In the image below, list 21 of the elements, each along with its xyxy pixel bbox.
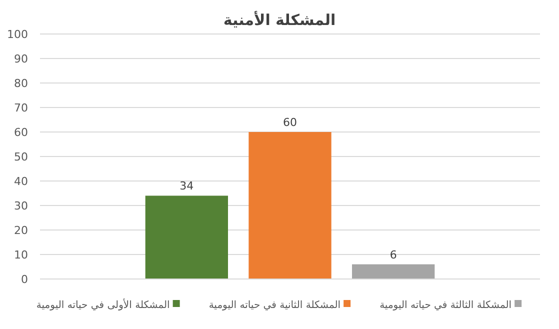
y-tick-label: 30 (14, 200, 28, 212)
y-tick-label: 60 (14, 126, 28, 139)
y-tick-label: 100 (7, 28, 28, 41)
bar (145, 196, 228, 279)
y-tick-label: 20 (14, 224, 28, 237)
data-label: 34 (180, 180, 194, 193)
y-tick-label: 50 (14, 150, 28, 164)
legend-label: المشكلة الثالثة في حياته اليومية (380, 300, 512, 311)
y-tick-label: 0 (21, 273, 28, 286)
chart-title: المشكلة الأمنية (223, 10, 336, 29)
data-label: 60 (283, 116, 297, 129)
y-tick-label: 70 (14, 102, 28, 114)
bar (352, 264, 435, 279)
legend-label: المشكلة الأولى في حياته اليومية (36, 298, 170, 311)
y-tick-label: 40 (14, 175, 28, 188)
bar (248, 132, 332, 279)
y-tick-label: 80 (14, 77, 28, 90)
data-label: 6 (390, 248, 397, 262)
legend-label: المشكلة الثانية في حياته اليومية (208, 300, 341, 311)
y-tick-label: 10 (14, 248, 28, 262)
y-tick-label: 90 (14, 52, 28, 66)
